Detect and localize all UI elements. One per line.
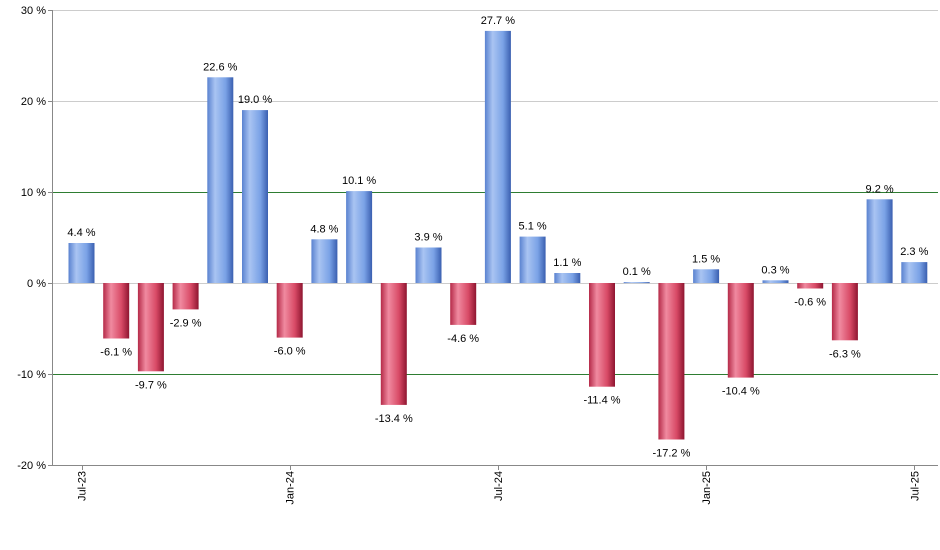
y-tick-label: 20 % <box>21 96 46 108</box>
x-tick-label: Jul-24 <box>493 471 505 501</box>
y-tick-label: 10 % <box>21 187 46 199</box>
data-labels: 4.4 % -6.1 % -9.7 % -2.9 % 22.6 % 19.0 % -6.0 … <box>67 15 928 460</box>
data-label: 2.3 % <box>900 246 928 258</box>
bar-Oct-24 <box>589 283 615 387</box>
y-tick-label: -10 % <box>17 369 46 381</box>
data-label: 22.6 % <box>203 61 237 73</box>
x-tick-label: Jul-23 <box>77 471 89 501</box>
data-label: -0.6 % <box>794 297 826 309</box>
bar-Jun-25 <box>866 199 893 283</box>
data-label: -6.1 % <box>100 347 132 359</box>
data-label: 0.3 % <box>761 264 789 276</box>
bar-Oct-23 <box>172 283 199 310</box>
data-label: 4.4 % <box>67 227 95 239</box>
data-label: -4.6 % <box>447 333 479 345</box>
axes: 30 % 20 % 10 % 0 % -10 % -20 % Jul-23 Jan-24 Jul… <box>17 5 938 505</box>
bar-Mar-25 <box>762 280 789 283</box>
bars <box>68 30 928 440</box>
bar-Feb-25 <box>727 283 754 378</box>
bar-Sep-23 <box>137 283 164 372</box>
data-label: -6.3 % <box>829 348 861 360</box>
bar-Apr-24 <box>380 283 407 405</box>
data-label: 27.7 % <box>481 15 515 27</box>
data-label: -10.4 % <box>722 386 760 398</box>
bar-Jun-24 <box>450 283 477 325</box>
bar-Jan-24 <box>276 283 303 338</box>
data-label: 5.1 % <box>519 221 547 233</box>
x-tick-label: Jan-25 <box>701 471 713 505</box>
bar-Aug-24 <box>519 236 546 283</box>
bar-Jul-24 <box>484 30 511 284</box>
data-label: 3.9 % <box>414 232 442 244</box>
bar-Jul-23 <box>68 243 95 283</box>
bar-May-25 <box>831 283 858 341</box>
y-tick-label: 30 % <box>21 5 46 17</box>
x-tick-label: Jul-25 <box>909 471 921 501</box>
data-label: -13.4 % <box>375 413 413 425</box>
data-label: 1.1 % <box>553 257 581 269</box>
bar-Dec-24 <box>658 283 685 440</box>
bar-May-24 <box>415 247 442 283</box>
data-label: 10.1 % <box>342 175 376 187</box>
bar-Nov-23 <box>207 77 234 283</box>
data-label: -6.0 % <box>274 346 306 358</box>
data-label: 9.2 % <box>866 183 894 195</box>
bar-Feb-24 <box>311 239 338 283</box>
data-label: 0.1 % <box>623 266 651 278</box>
data-label: -17.2 % <box>652 448 690 460</box>
bar-Mar-24 <box>346 191 373 283</box>
bar-Aug-23 <box>103 283 130 339</box>
data-label: 4.8 % <box>310 223 338 235</box>
bar-Sep-24 <box>554 273 581 283</box>
bar-Nov-24 <box>623 282 650 284</box>
data-label: -9.7 % <box>135 379 167 391</box>
bar-Apr-25 <box>797 283 824 289</box>
data-label: -11.4 % <box>583 395 620 407</box>
bar-Jul-25 <box>901 262 928 283</box>
bar-Jan-25 <box>693 269 720 283</box>
x-tick-label: Jan-24 <box>285 471 297 505</box>
y-tick-label: 0 % <box>27 278 46 290</box>
bar-Dec-23 <box>242 110 268 283</box>
data-label: -2.9 % <box>170 317 202 329</box>
data-label: 1.5 % <box>692 253 720 265</box>
data-label: 19.0 % <box>238 94 272 106</box>
y-tick-label: -20 % <box>17 460 46 472</box>
